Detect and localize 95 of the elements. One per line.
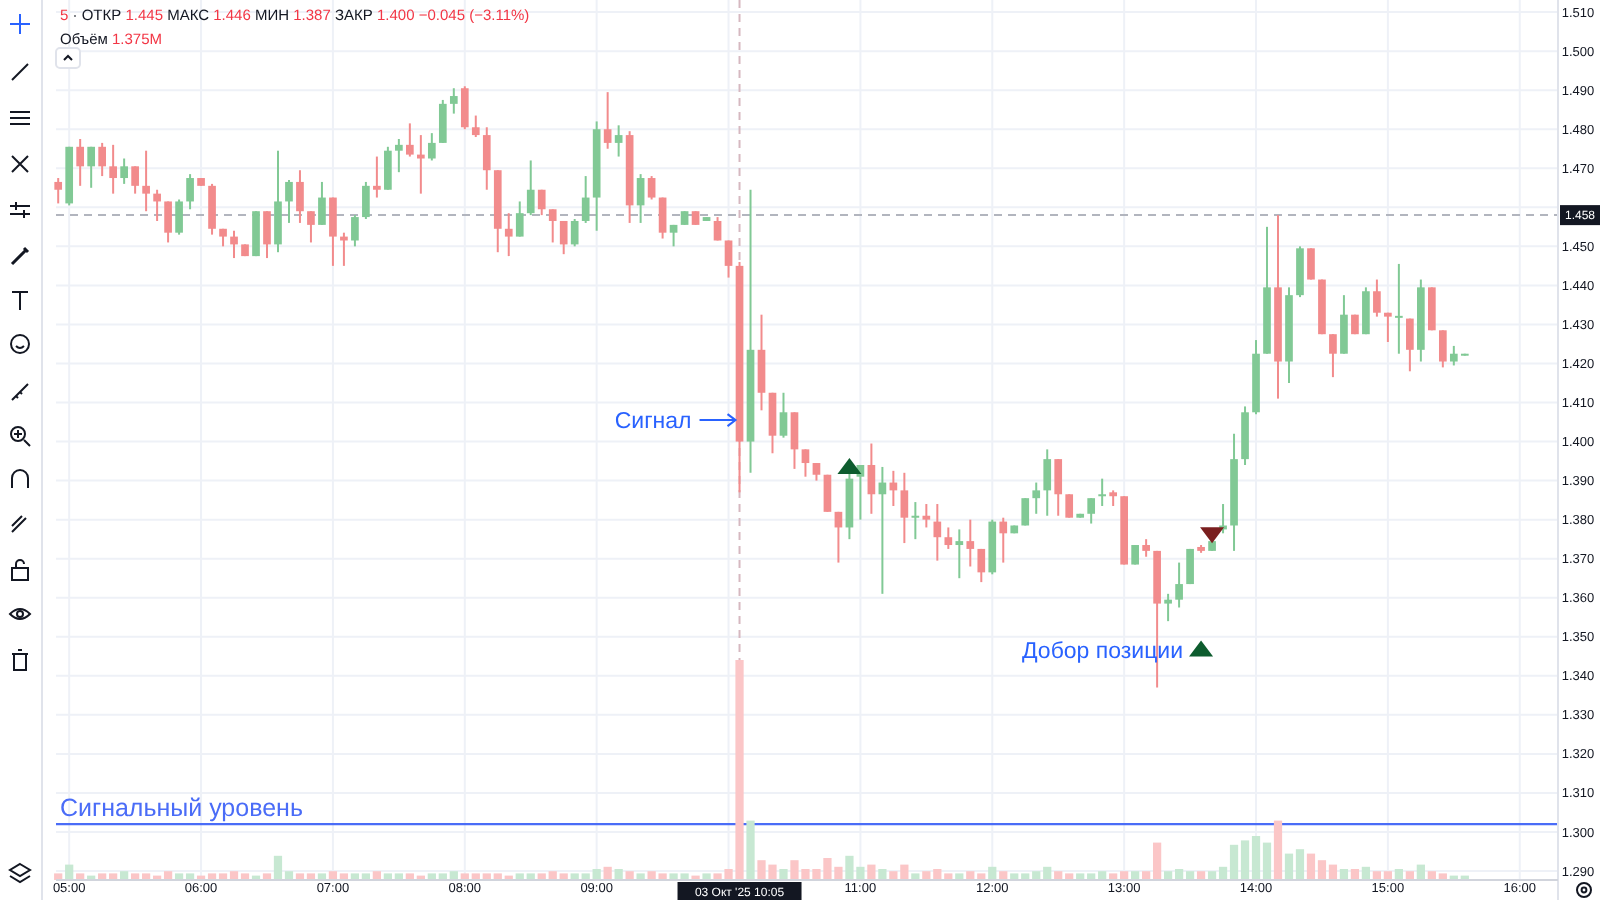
candlestick <box>823 473 832 513</box>
candlestick <box>658 196 667 240</box>
candlestick <box>373 155 381 199</box>
candlestick <box>153 188 161 222</box>
bar <box>867 864 876 880</box>
candlestick <box>900 471 909 545</box>
candlestick <box>559 219 568 256</box>
candlestick <box>471 114 480 139</box>
candlestick <box>999 516 1008 564</box>
candlestick <box>1384 311 1392 344</box>
candlestick <box>966 518 975 568</box>
candlestick <box>1065 493 1074 519</box>
candlestick <box>307 210 315 244</box>
candlestick <box>76 137 85 187</box>
candlestick <box>142 149 150 213</box>
candlestick <box>867 442 876 515</box>
candlestick <box>109 143 117 195</box>
candlestick <box>186 173 194 211</box>
candlestick <box>296 169 304 224</box>
candlestick <box>54 177 63 205</box>
candlestick <box>922 503 931 529</box>
candlestick <box>647 175 656 201</box>
annotation: Добор позиции <box>1022 640 1184 665</box>
candlestick <box>790 411 799 470</box>
bar <box>1273 820 1283 880</box>
candlestick <box>724 239 733 279</box>
candlestick <box>427 132 436 162</box>
candlestick <box>614 124 623 158</box>
bar <box>878 869 887 880</box>
candlestick <box>757 313 766 412</box>
candlestick <box>933 503 942 562</box>
candlestick <box>449 87 458 115</box>
candlestick <box>801 448 810 478</box>
candlestick <box>1164 592 1172 623</box>
candlestick <box>570 218 579 248</box>
candlestick <box>1340 294 1348 355</box>
candlestick <box>911 501 920 541</box>
bar <box>779 869 788 880</box>
candlestick <box>263 210 271 260</box>
candlestick <box>460 85 469 131</box>
candlestick <box>318 180 326 226</box>
candlestick <box>175 198 183 236</box>
candlestick <box>977 547 986 584</box>
bar <box>54 873 63 880</box>
candlestick <box>98 141 106 178</box>
bar <box>702 873 711 880</box>
candlestick <box>526 159 535 217</box>
candlestick <box>395 137 403 174</box>
candlestick <box>482 126 491 191</box>
candlestick <box>120 157 128 185</box>
candlestick <box>362 180 370 221</box>
candlestick <box>351 214 359 248</box>
candlestick <box>1043 448 1052 517</box>
ref-line-label: Сигнальный уровень <box>60 794 303 823</box>
candlestick <box>1438 329 1447 369</box>
candlestick <box>944 526 953 550</box>
candlestick <box>230 229 238 260</box>
candlestick <box>164 200 172 244</box>
candlestick <box>1406 317 1414 373</box>
candlestick <box>504 212 513 258</box>
candlestick <box>1054 458 1063 517</box>
candlestick <box>87 145 96 189</box>
candlestick <box>208 182 216 236</box>
candlestick <box>1241 405 1249 466</box>
candlestick <box>1032 481 1041 515</box>
candlestick <box>955 528 964 580</box>
candlestick <box>1362 286 1370 336</box>
candlestick <box>406 122 414 158</box>
candlestick <box>438 98 447 144</box>
candlestick <box>417 134 425 195</box>
candlestick <box>1098 477 1107 507</box>
candlestick <box>1296 245 1304 299</box>
candlestick <box>779 391 788 439</box>
candlestick <box>548 208 557 244</box>
candlestick <box>384 145 392 191</box>
candlestick <box>1021 497 1030 527</box>
candlestick <box>1087 497 1096 525</box>
candlestick <box>1175 561 1183 609</box>
annotation: Сигнал <box>614 410 692 435</box>
candlestick <box>581 175 590 224</box>
candlestick <box>1395 262 1403 355</box>
candlestick <box>515 200 524 238</box>
candlestick <box>1373 278 1381 318</box>
candlestick <box>636 173 645 224</box>
candlestick <box>603 91 612 150</box>
candlestick <box>329 196 337 267</box>
candlestick <box>274 149 282 254</box>
candlestick <box>1131 544 1139 566</box>
candlestick <box>131 165 139 195</box>
candlestick <box>1329 333 1337 379</box>
candlestick <box>537 188 546 217</box>
bar <box>746 820 755 880</box>
candlestick <box>1428 286 1436 332</box>
candlestick <box>285 178 293 224</box>
candlestick <box>768 391 777 455</box>
